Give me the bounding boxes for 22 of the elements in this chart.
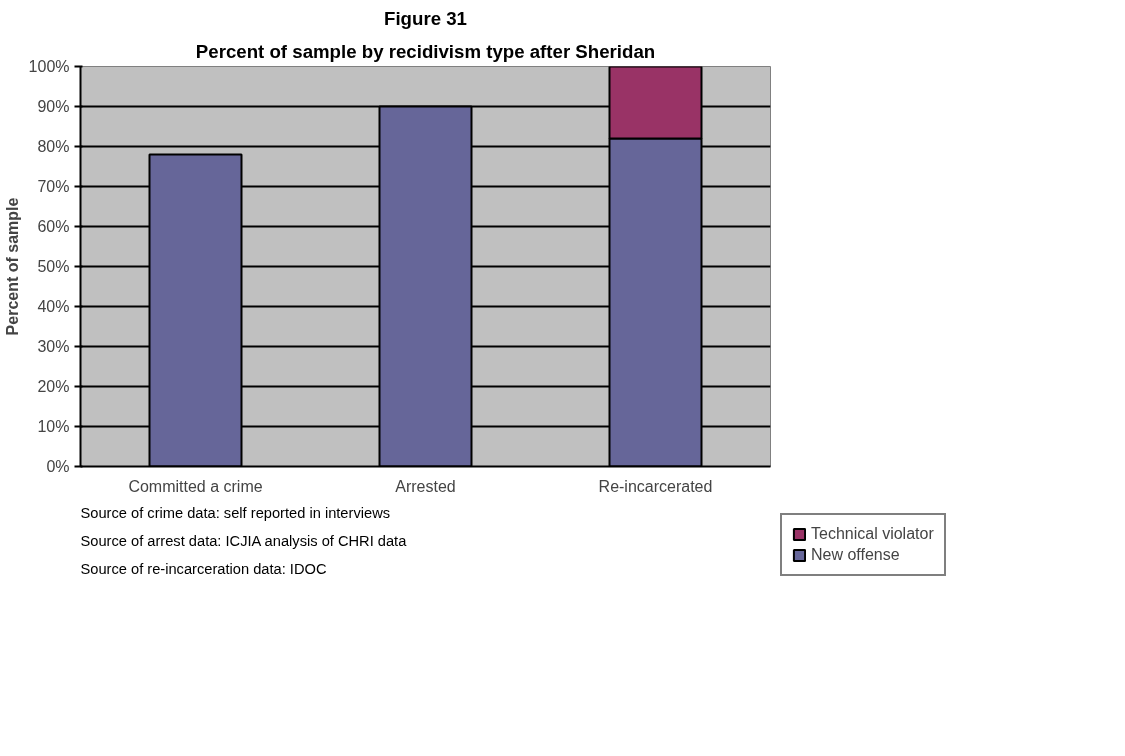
chart-subtitle: Percent of sample by recidivism type after Sheridan xyxy=(195,40,656,62)
y-tick-label: 100% xyxy=(28,58,70,75)
source-note: Source of crime data: self reported in interviews xyxy=(80,504,391,521)
legend-label: New offense xyxy=(811,546,900,564)
y-tick-label: 10% xyxy=(37,418,70,435)
chart-title: Figure 31 xyxy=(384,7,467,29)
legend-label: Technical violator xyxy=(811,525,934,543)
y-tick-label: 20% xyxy=(37,378,70,395)
y-tick-label: 80% xyxy=(37,138,70,155)
x-tick-label: Committed a crime xyxy=(128,477,263,495)
y-tick-label: 60% xyxy=(37,218,70,235)
y-tick-label: 30% xyxy=(37,338,70,355)
source-note: Source of arrest data: ICJIA analysis of CHRI data xyxy=(80,532,408,549)
source-note: Source of re-incarceration data: IDOC xyxy=(80,560,327,577)
y-tick-label: 70% xyxy=(37,178,70,195)
y-axis-title: Percent of sample xyxy=(3,197,21,336)
x-tick-label: Re-incarcerated xyxy=(598,477,713,495)
y-tick-label: 40% xyxy=(37,298,70,315)
x-tick-label: Arrested xyxy=(395,477,456,495)
y-tick-label: 90% xyxy=(37,98,70,115)
y-tick-label: 50% xyxy=(37,258,70,275)
y-tick-label: 0% xyxy=(46,458,70,475)
